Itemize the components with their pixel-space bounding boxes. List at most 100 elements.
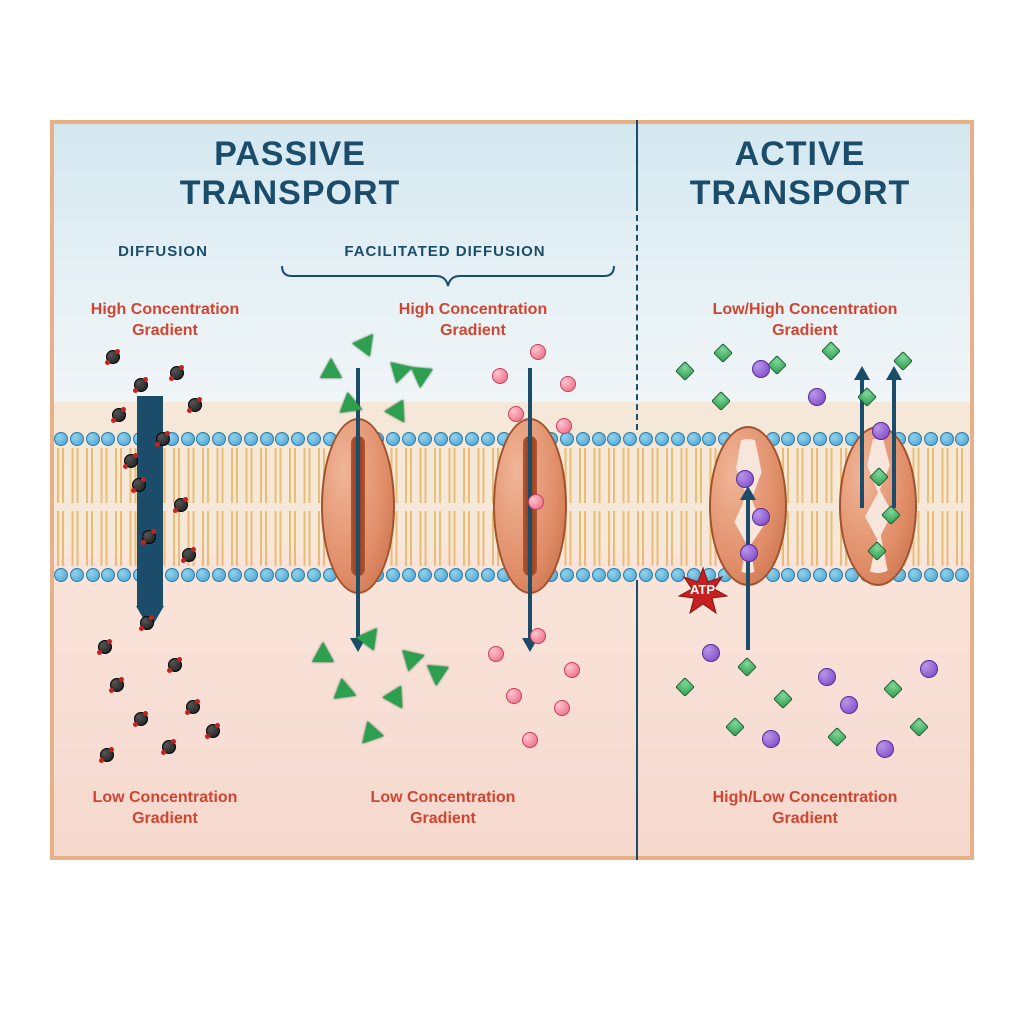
molecule-mol-dark	[168, 658, 182, 672]
molecule-mol-dark	[140, 616, 154, 630]
lipid-head	[101, 432, 115, 446]
lipid-head	[418, 568, 432, 582]
lipid-head	[181, 568, 195, 582]
lipid-head	[940, 432, 954, 446]
conc-diff-bottom: Low Concentration Gradient	[70, 788, 260, 830]
section-divider-bottom	[636, 580, 638, 860]
molecule-mol-dark	[162, 740, 176, 754]
conc-active-top: Low/High Concentration Gradient	[680, 300, 930, 342]
lipid-head	[101, 568, 115, 582]
lipid-head	[402, 432, 416, 446]
lipid-head	[165, 568, 179, 582]
molecule-mol-purple	[818, 668, 836, 686]
lipid-head	[592, 432, 606, 446]
lipid-head	[260, 568, 274, 582]
molecule-mol-purple	[740, 544, 758, 562]
lipid-head	[813, 432, 827, 446]
lipid-head	[924, 432, 938, 446]
lipid-head	[671, 432, 685, 446]
molecule-mol-dark	[124, 454, 138, 468]
molecule-mol-pink	[492, 368, 508, 384]
molecule-mol-dark	[132, 478, 146, 492]
conc-fac-top: High Concentration Gradient	[378, 300, 568, 342]
molecule-mol-pink	[530, 628, 546, 644]
lipid-head	[70, 432, 84, 446]
molecule-mol-dark	[110, 678, 124, 692]
lipid-head	[623, 432, 637, 446]
lipid-head	[307, 568, 321, 582]
molecule-mol-purple	[876, 740, 894, 758]
lipid-head	[592, 568, 606, 582]
molecule-mol-pink	[554, 700, 570, 716]
lipid-head	[924, 568, 938, 582]
lipid-head	[70, 568, 84, 582]
lipid-head	[86, 568, 100, 582]
molecule-mol-pink	[528, 494, 544, 510]
lipid-head	[465, 568, 479, 582]
lipid-head	[86, 432, 100, 446]
lipid-head	[307, 432, 321, 446]
lipid-head	[228, 568, 242, 582]
molecule-mol-dark	[188, 398, 202, 412]
section-divider-top	[636, 120, 638, 205]
lipid-head	[797, 432, 811, 446]
molecule-mol-pink	[506, 688, 522, 704]
lipid-head	[655, 432, 669, 446]
title-passive: PASSIVE TRANSPORT	[100, 135, 480, 213]
molecule-mol-dark	[100, 748, 114, 762]
molecule-mol-pink	[556, 418, 572, 434]
lipid-head	[449, 568, 463, 582]
lipid-head	[117, 432, 131, 446]
molecule-mol-green-tri	[425, 665, 449, 687]
lipid-head	[797, 568, 811, 582]
arrow-active-out2	[892, 378, 896, 508]
molecule-mol-purple	[808, 388, 826, 406]
lipid-head	[434, 568, 448, 582]
molecule-mol-purple	[736, 470, 754, 488]
lipid-head	[813, 568, 827, 582]
molecule-mol-green-tri	[409, 367, 433, 389]
brace-facilitated	[278, 262, 618, 288]
lipid-head	[291, 568, 305, 582]
lipid-head	[607, 568, 621, 582]
lipid-head	[434, 432, 448, 446]
molecule-mol-dark	[106, 350, 120, 364]
lipid-head	[212, 432, 226, 446]
section-divider-dash	[636, 205, 638, 430]
lipid-head	[196, 432, 210, 446]
lipid-head	[196, 568, 210, 582]
lipid-head	[244, 432, 258, 446]
molecule-mol-dark	[206, 724, 220, 738]
title-active-2: TRANSPORT	[690, 174, 911, 212]
lipid-head	[181, 432, 195, 446]
molecule-mol-purple	[752, 508, 770, 526]
molecule-mol-pink	[530, 344, 546, 360]
conc-fac-bottom: Low Concentration Gradient	[348, 788, 538, 830]
molecule-mol-green-tri	[312, 642, 334, 662]
protein-carrier-2	[839, 426, 917, 586]
lipid-head	[639, 568, 653, 582]
lipid-head	[639, 432, 653, 446]
title-passive-2: TRANSPORT	[180, 174, 401, 212]
molecule-mol-purple	[762, 730, 780, 748]
molecule-mol-dark	[170, 366, 184, 380]
lipid-head	[402, 568, 416, 582]
molecule-mol-dark	[174, 498, 188, 512]
title-active-1: ACTIVE	[735, 135, 866, 173]
lipid-head	[275, 568, 289, 582]
lipid-head	[940, 568, 954, 582]
molecule-mol-pink	[508, 406, 524, 422]
lipid-head	[623, 568, 637, 582]
molecule-mol-purple	[752, 360, 770, 378]
molecule-mol-purple	[840, 696, 858, 714]
lipid-head	[955, 568, 969, 582]
molecule-mol-dark	[98, 640, 112, 654]
title-active: ACTIVE TRANSPORT	[650, 135, 950, 213]
molecule-mol-dark	[182, 548, 196, 562]
lipid-head	[576, 432, 590, 446]
arrow-active-in	[746, 498, 750, 650]
lipid-head	[576, 568, 590, 582]
molecule-mol-pink	[488, 646, 504, 662]
molecule-mol-dark	[186, 700, 200, 714]
molecule-mol-dark	[134, 712, 148, 726]
